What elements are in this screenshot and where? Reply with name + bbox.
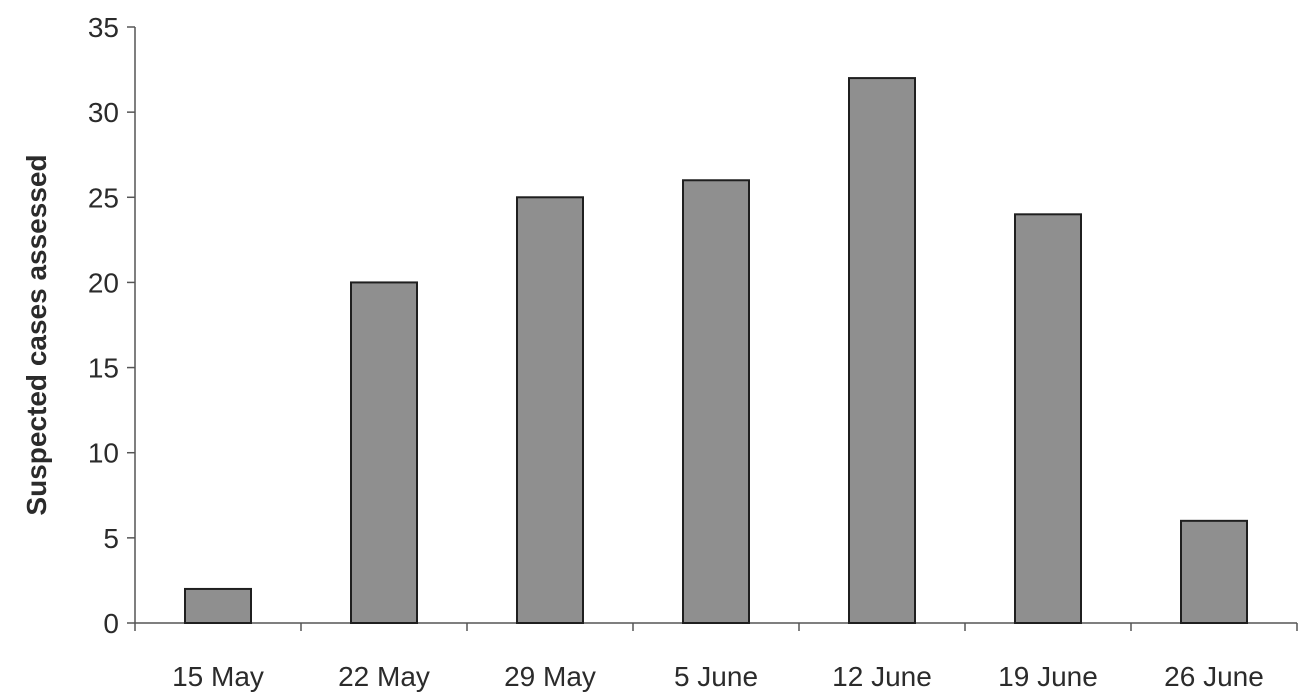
x-tick-label: 22 May	[338, 661, 430, 692]
x-tick-label: 15 May	[172, 661, 264, 692]
y-tick-label: 5	[103, 523, 119, 554]
y-tick-label: 15	[88, 353, 119, 384]
y-tick-label: 0	[103, 608, 119, 639]
x-tick-label: 29 May	[504, 661, 596, 692]
y-tick-label: 30	[88, 97, 119, 128]
bar-15-may	[184, 587, 252, 625]
bar-19-june	[1014, 213, 1082, 624]
y-tick-label: 10	[88, 438, 119, 469]
x-ticks: 15 May 22 May 29 May 5 June 12 June 19 June 26…	[134, 623, 1298, 692]
y-tick-label: 25	[88, 182, 119, 213]
y-tick-label: 35	[88, 12, 119, 43]
y-axis-title: Suspected cases assessed	[21, 154, 52, 515]
y-axis: 0 5 10 15 20 25 30 35	[88, 12, 136, 639]
bar-29-may	[516, 196, 584, 625]
x-tick-label: 19 June	[998, 661, 1098, 692]
y-ticks: 0 5 10 15 20 25 30 35	[88, 12, 135, 639]
x-axis: 15 May 22 May 29 May 5 June 12 June 19 June 26…	[134, 622, 1298, 692]
bar-22-may	[350, 281, 418, 624]
y-tick-label: 20	[88, 267, 119, 298]
x-tick-label: 26 June	[1164, 661, 1264, 692]
x-tick-label: 5 June	[674, 661, 758, 692]
x-tick-label: 12 June	[832, 661, 932, 692]
bar-26-june	[1180, 519, 1248, 624]
bar-5-june	[682, 179, 750, 624]
bar-12-june	[848, 77, 916, 625]
bars	[184, 77, 1248, 625]
